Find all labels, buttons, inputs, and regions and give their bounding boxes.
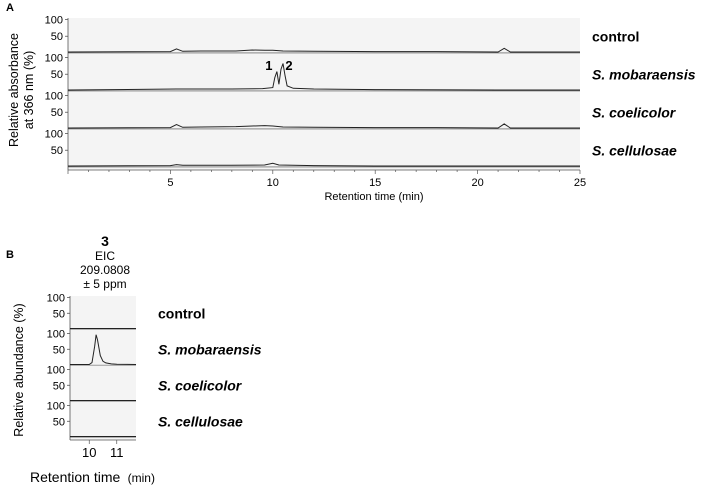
panel-a-letter: A	[6, 2, 14, 14]
panel-b-header-mz: 209.0808	[80, 263, 130, 277]
peak-label-1: 1	[265, 58, 272, 73]
strain-label-s-cellulosae: S. cellulosae	[158, 413, 243, 429]
trace-s-mobaraensis	[67, 63, 580, 91]
panel-b-xlabel: Retention time (min)	[30, 469, 155, 485]
strain-label-s-mobaraensis: S. mobaraensis	[158, 341, 262, 357]
y-tick-label: 50	[53, 308, 65, 320]
x-tick-label: 11	[110, 445, 124, 460]
y-tick-label: 50	[53, 344, 65, 356]
x-tick-label: 10	[267, 177, 279, 189]
plot-background	[68, 18, 580, 170]
y-tick-label: 50	[53, 380, 65, 392]
panel-b-xlabel-unit: (min)	[128, 471, 155, 485]
y-tick-label: 50	[53, 416, 65, 428]
strain-label-s-coelicolor: S. coelicolor	[592, 105, 677, 121]
panel-b-header-ppm: ± 5 ppm	[83, 277, 126, 291]
y-tick-label: 50	[51, 145, 63, 157]
x-tick-label: 20	[471, 177, 483, 189]
panel-a-ylabel-line1: Relative absorbance	[7, 33, 21, 147]
y-tick-label: 100	[45, 91, 63, 103]
strain-label-control: control	[158, 305, 205, 321]
y-tick-label: 100	[47, 328, 65, 340]
trace-control	[67, 47, 580, 53]
strain-label-s-cellulosae: S. cellulosae	[592, 143, 677, 159]
strain-label-s-mobaraensis: S. mobaraensis	[592, 67, 696, 83]
strain-label-control: control	[592, 29, 639, 45]
panel-b-header-eic: EIC	[95, 249, 115, 263]
panel-b-letter: B	[6, 249, 14, 261]
trace-s-cellulosae	[67, 162, 580, 167]
y-tick-label: 100	[47, 400, 65, 412]
panel-a-ylabel-line2: at 366 nm (%)	[22, 51, 36, 130]
y-tick-label: 50	[51, 31, 63, 43]
x-tick-label: 5	[167, 177, 173, 189]
panel-a-xlabel: Retention time (min)	[324, 191, 423, 203]
y-tick-label: 100	[47, 292, 65, 304]
y-tick-label: 50	[51, 69, 63, 81]
y-tick-label: 100	[45, 15, 63, 27]
x-tick-label: 10	[82, 445, 96, 460]
plot-background	[70, 296, 136, 440]
x-tick-label: 25	[574, 177, 586, 189]
panel-b-xlabel-main: Retention time	[30, 469, 120, 485]
x-tick-label: 15	[369, 177, 381, 189]
y-tick-label: 100	[47, 364, 65, 376]
strain-label-s-coelicolor: S. coelicolor	[158, 377, 243, 393]
panel-b-ylabel: Relative abundance (%)	[12, 303, 26, 436]
trace-s-coelicolor	[67, 123, 580, 129]
panel-b-chart: 50 100 control 50 100 S. mobaraensis 50 100 S. c…	[47, 292, 262, 460]
trace-s-mobaraensis	[70, 334, 137, 365]
y-tick-label: 100	[45, 129, 63, 141]
y-tick-label: 50	[51, 107, 63, 119]
panel-a-chart: 50 100 control 50 100 S. mobaraensis 50 100 S. c…	[45, 15, 696, 189]
y-tick-label: 100	[45, 53, 63, 65]
peak-label-2: 2	[285, 58, 292, 73]
panel-b-header-compound: 3	[101, 233, 109, 249]
